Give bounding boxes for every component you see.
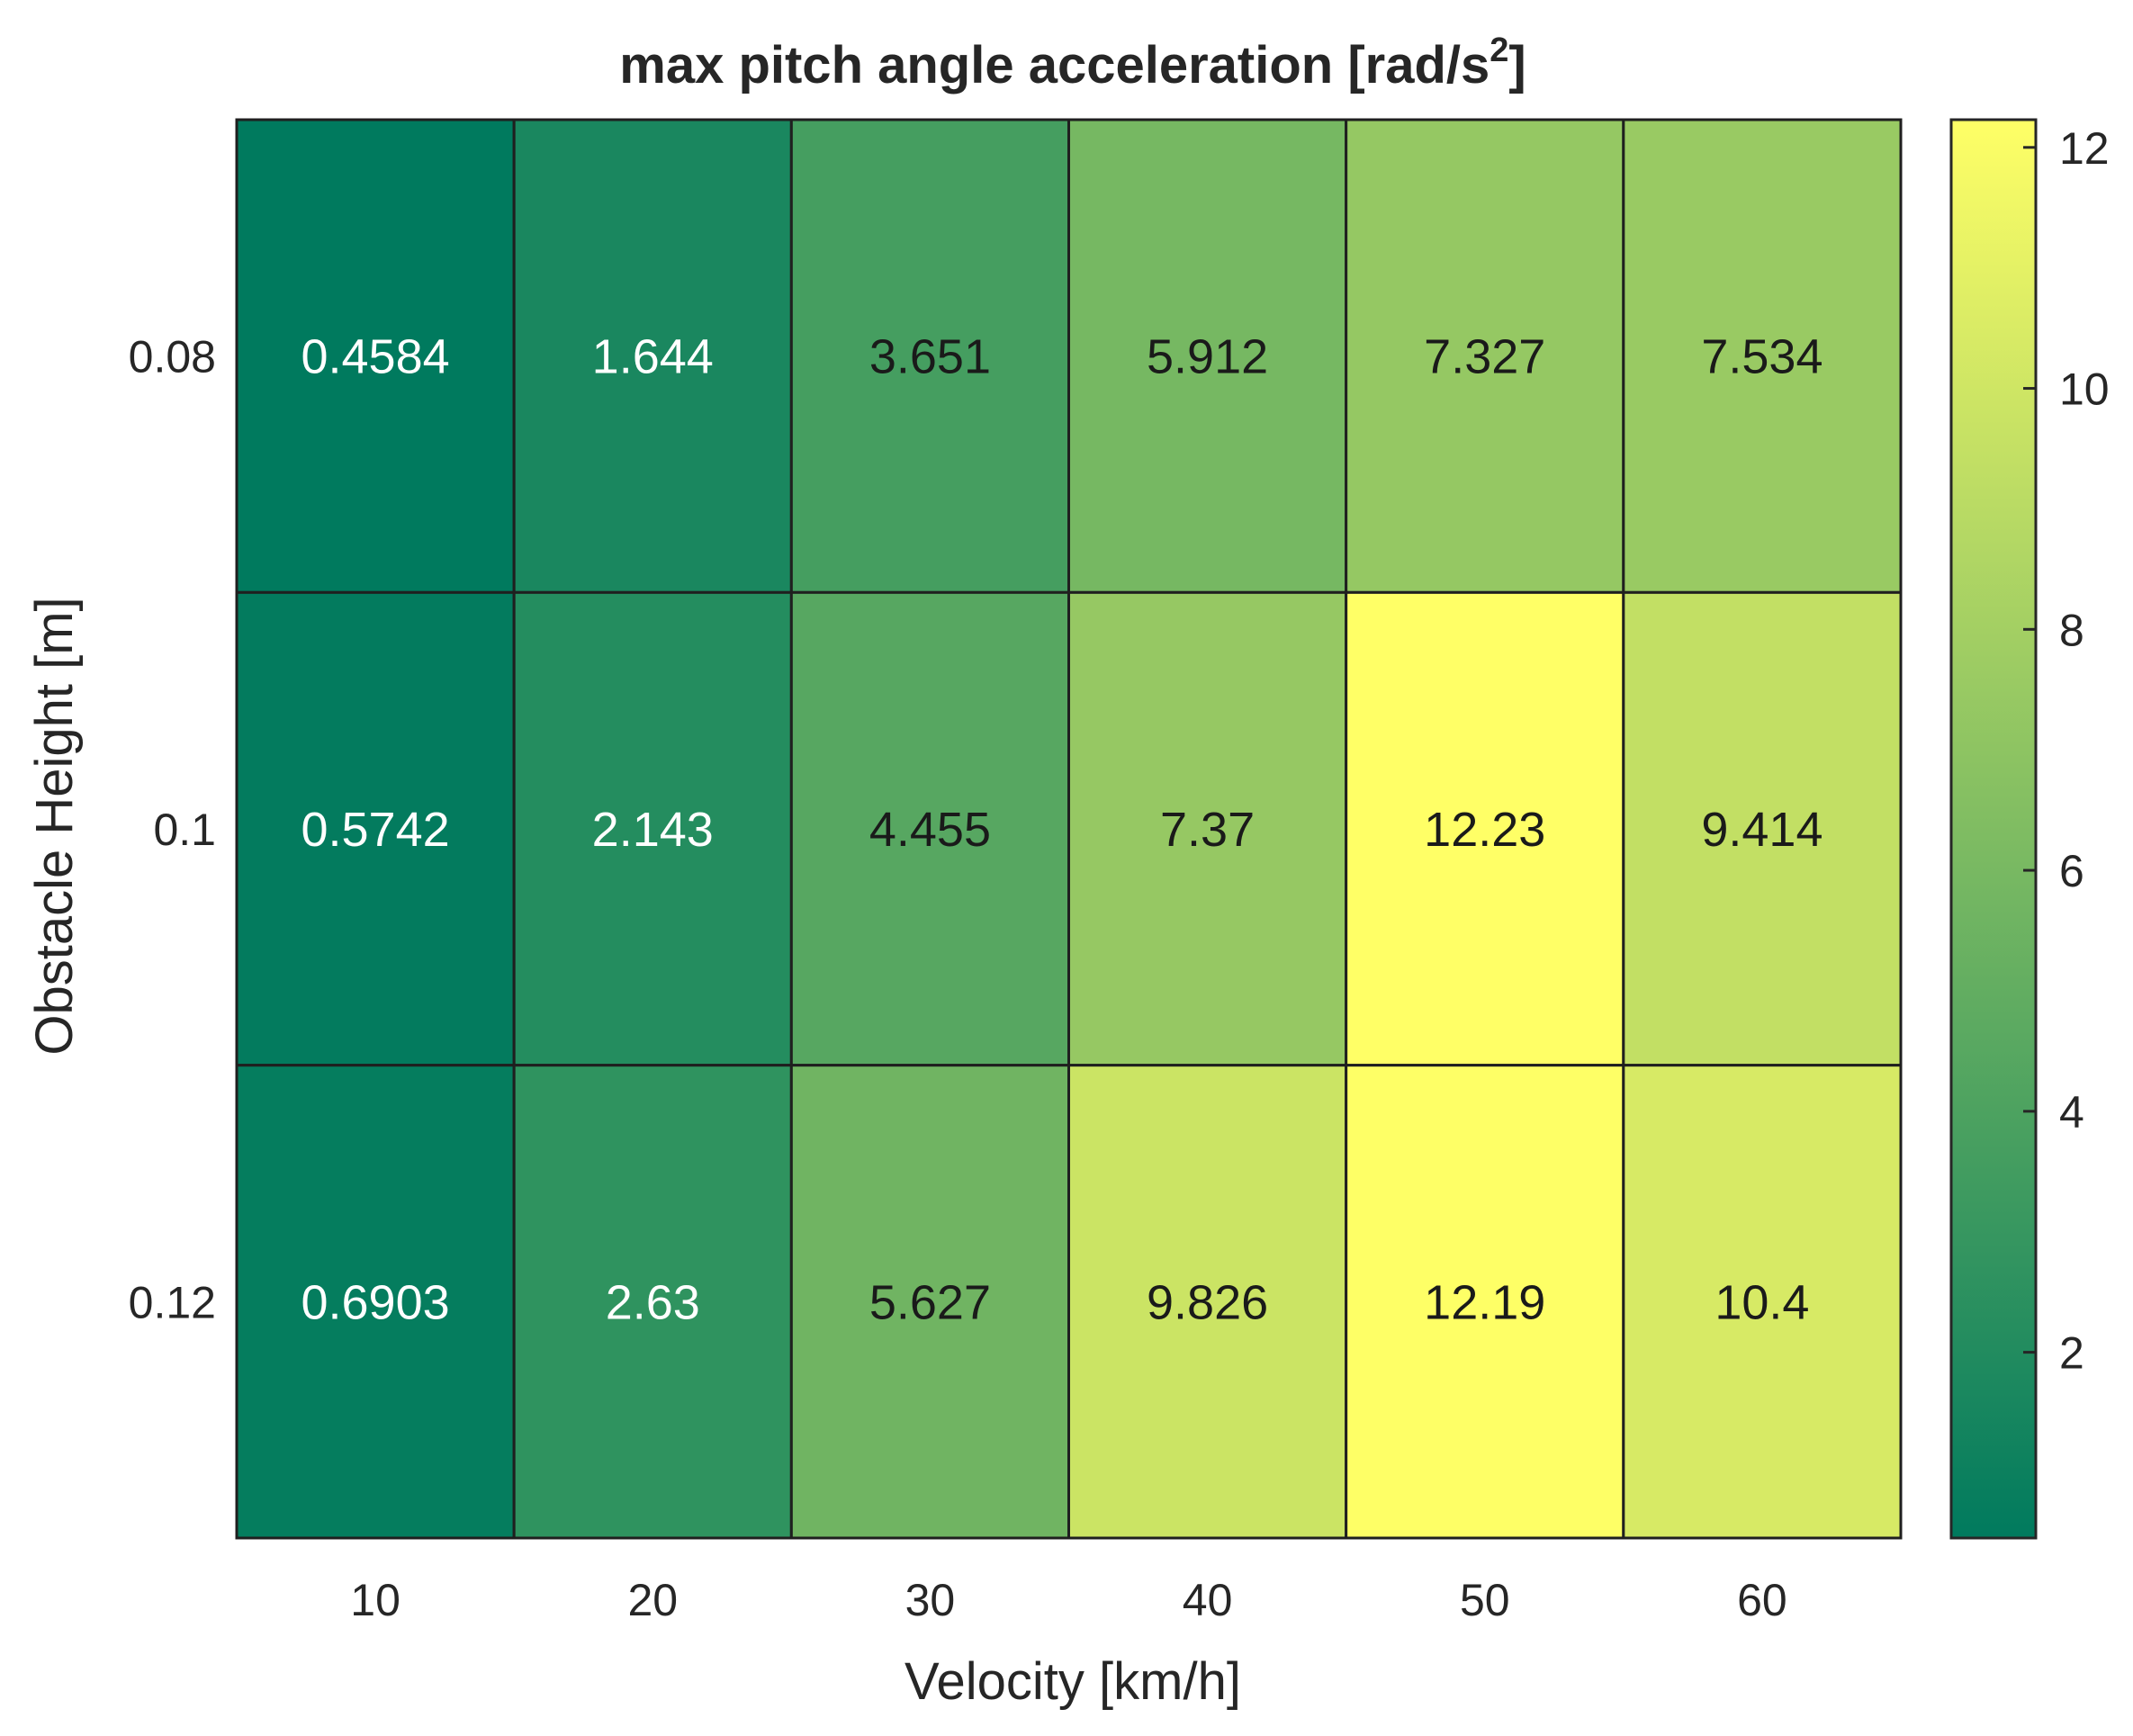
y-tick-label: 0.1 xyxy=(153,805,216,855)
colorbar-tick-label: 12 xyxy=(2059,123,2110,174)
heatmap-cell xyxy=(1345,118,1625,594)
heatmap-cell xyxy=(512,118,793,594)
x-tick-label: 10 xyxy=(350,1575,400,1625)
y-tick-label: 0.08 xyxy=(129,332,216,382)
heatmap-cell xyxy=(512,590,793,1067)
heatmap-cell-value: 7.37 xyxy=(1160,803,1255,857)
chart-title-superscript: 2 xyxy=(1490,31,1508,69)
colorbar-tick-label: 2 xyxy=(2059,1328,2084,1379)
x-tick-label: 20 xyxy=(627,1575,678,1625)
y-axis-ticks: 0.08 0.1 0.12 xyxy=(129,332,216,1328)
heatmap-cells xyxy=(235,118,1903,1540)
heatmap-cell-value: 4.455 xyxy=(869,803,991,857)
colorbar-ticks: 2 4 6 8 10 12 xyxy=(2023,123,2110,1379)
heatmap-cell xyxy=(1345,1064,1625,1540)
heatmap-cell xyxy=(1622,118,1903,594)
heatmap-cell xyxy=(1622,1064,1903,1540)
heatmap-cell xyxy=(1067,118,1348,594)
heatmap-cell-value: 0.4584 xyxy=(301,330,449,384)
colorbar-tick-label: 4 xyxy=(2059,1087,2084,1138)
heatmap-cell-labels: 0.4584 1.644 3.651 5.912 7.327 7.534 0.5742 2.1… xyxy=(301,330,1822,1330)
heatmap-cell xyxy=(235,118,516,594)
colorbar-tick-label: 6 xyxy=(2059,846,2084,896)
x-tick-label: 60 xyxy=(1737,1575,1787,1625)
heatmap-cell xyxy=(789,118,1070,594)
heatmap-cell xyxy=(1622,590,1903,1067)
colorbar xyxy=(1949,118,2038,1540)
heatmap-cell-value: 5.912 xyxy=(1147,330,1268,384)
heatmap-cell-value: 12.23 xyxy=(1424,803,1545,857)
x-axis-ticks: 10 20 30 40 50 60 xyxy=(350,1575,1786,1625)
y-tick-label: 0.12 xyxy=(129,1277,216,1327)
y-axis-label: Obstacle Height [m] xyxy=(25,597,84,1055)
heatmap-cell xyxy=(1067,590,1348,1067)
heatmap-cell-value: 10.4 xyxy=(1714,1275,1809,1329)
heatmap-cell xyxy=(1067,1064,1348,1540)
heatmap-cell-value: 0.6903 xyxy=(301,1275,449,1329)
heatmap-cell-value: 12.19 xyxy=(1424,1275,1545,1329)
heatmap-cell-value: 5.627 xyxy=(869,1275,991,1329)
heatmap-cell xyxy=(512,1064,793,1540)
heatmap-cell xyxy=(235,1064,516,1540)
heatmap-cell-value: 9.414 xyxy=(1701,803,1822,857)
chart-title: max pitch angle acceleration [rad/s2] xyxy=(619,31,1526,94)
x-axis-label: Velocity [km/h] xyxy=(904,1652,1241,1711)
colorbar-tick-label: 10 xyxy=(2059,364,2110,415)
x-tick-label: 40 xyxy=(1183,1575,1233,1625)
colorbar-tick-label: 8 xyxy=(2059,605,2084,655)
heatmap-cell-value: 7.327 xyxy=(1424,330,1545,384)
x-tick-label: 50 xyxy=(1460,1575,1510,1625)
heatmap-cell-value: 3.651 xyxy=(869,330,991,384)
heatmap-cell-value: 2.63 xyxy=(606,1275,700,1329)
x-tick-label: 30 xyxy=(905,1575,956,1625)
heatmap-cell-value: 9.826 xyxy=(1147,1275,1268,1329)
heatmap-cell-value: 2.143 xyxy=(592,803,714,857)
heatmap-cell-value: 1.644 xyxy=(592,330,714,384)
heatmap-cell-value: 7.534 xyxy=(1701,330,1822,384)
chart-title-main: max pitch angle acceleration [rad/s xyxy=(619,36,1490,94)
chart-title-suffix: ] xyxy=(1508,36,1526,94)
heatmap-cell xyxy=(789,1064,1070,1540)
heatmap-cell-value: 0.5742 xyxy=(301,803,449,857)
